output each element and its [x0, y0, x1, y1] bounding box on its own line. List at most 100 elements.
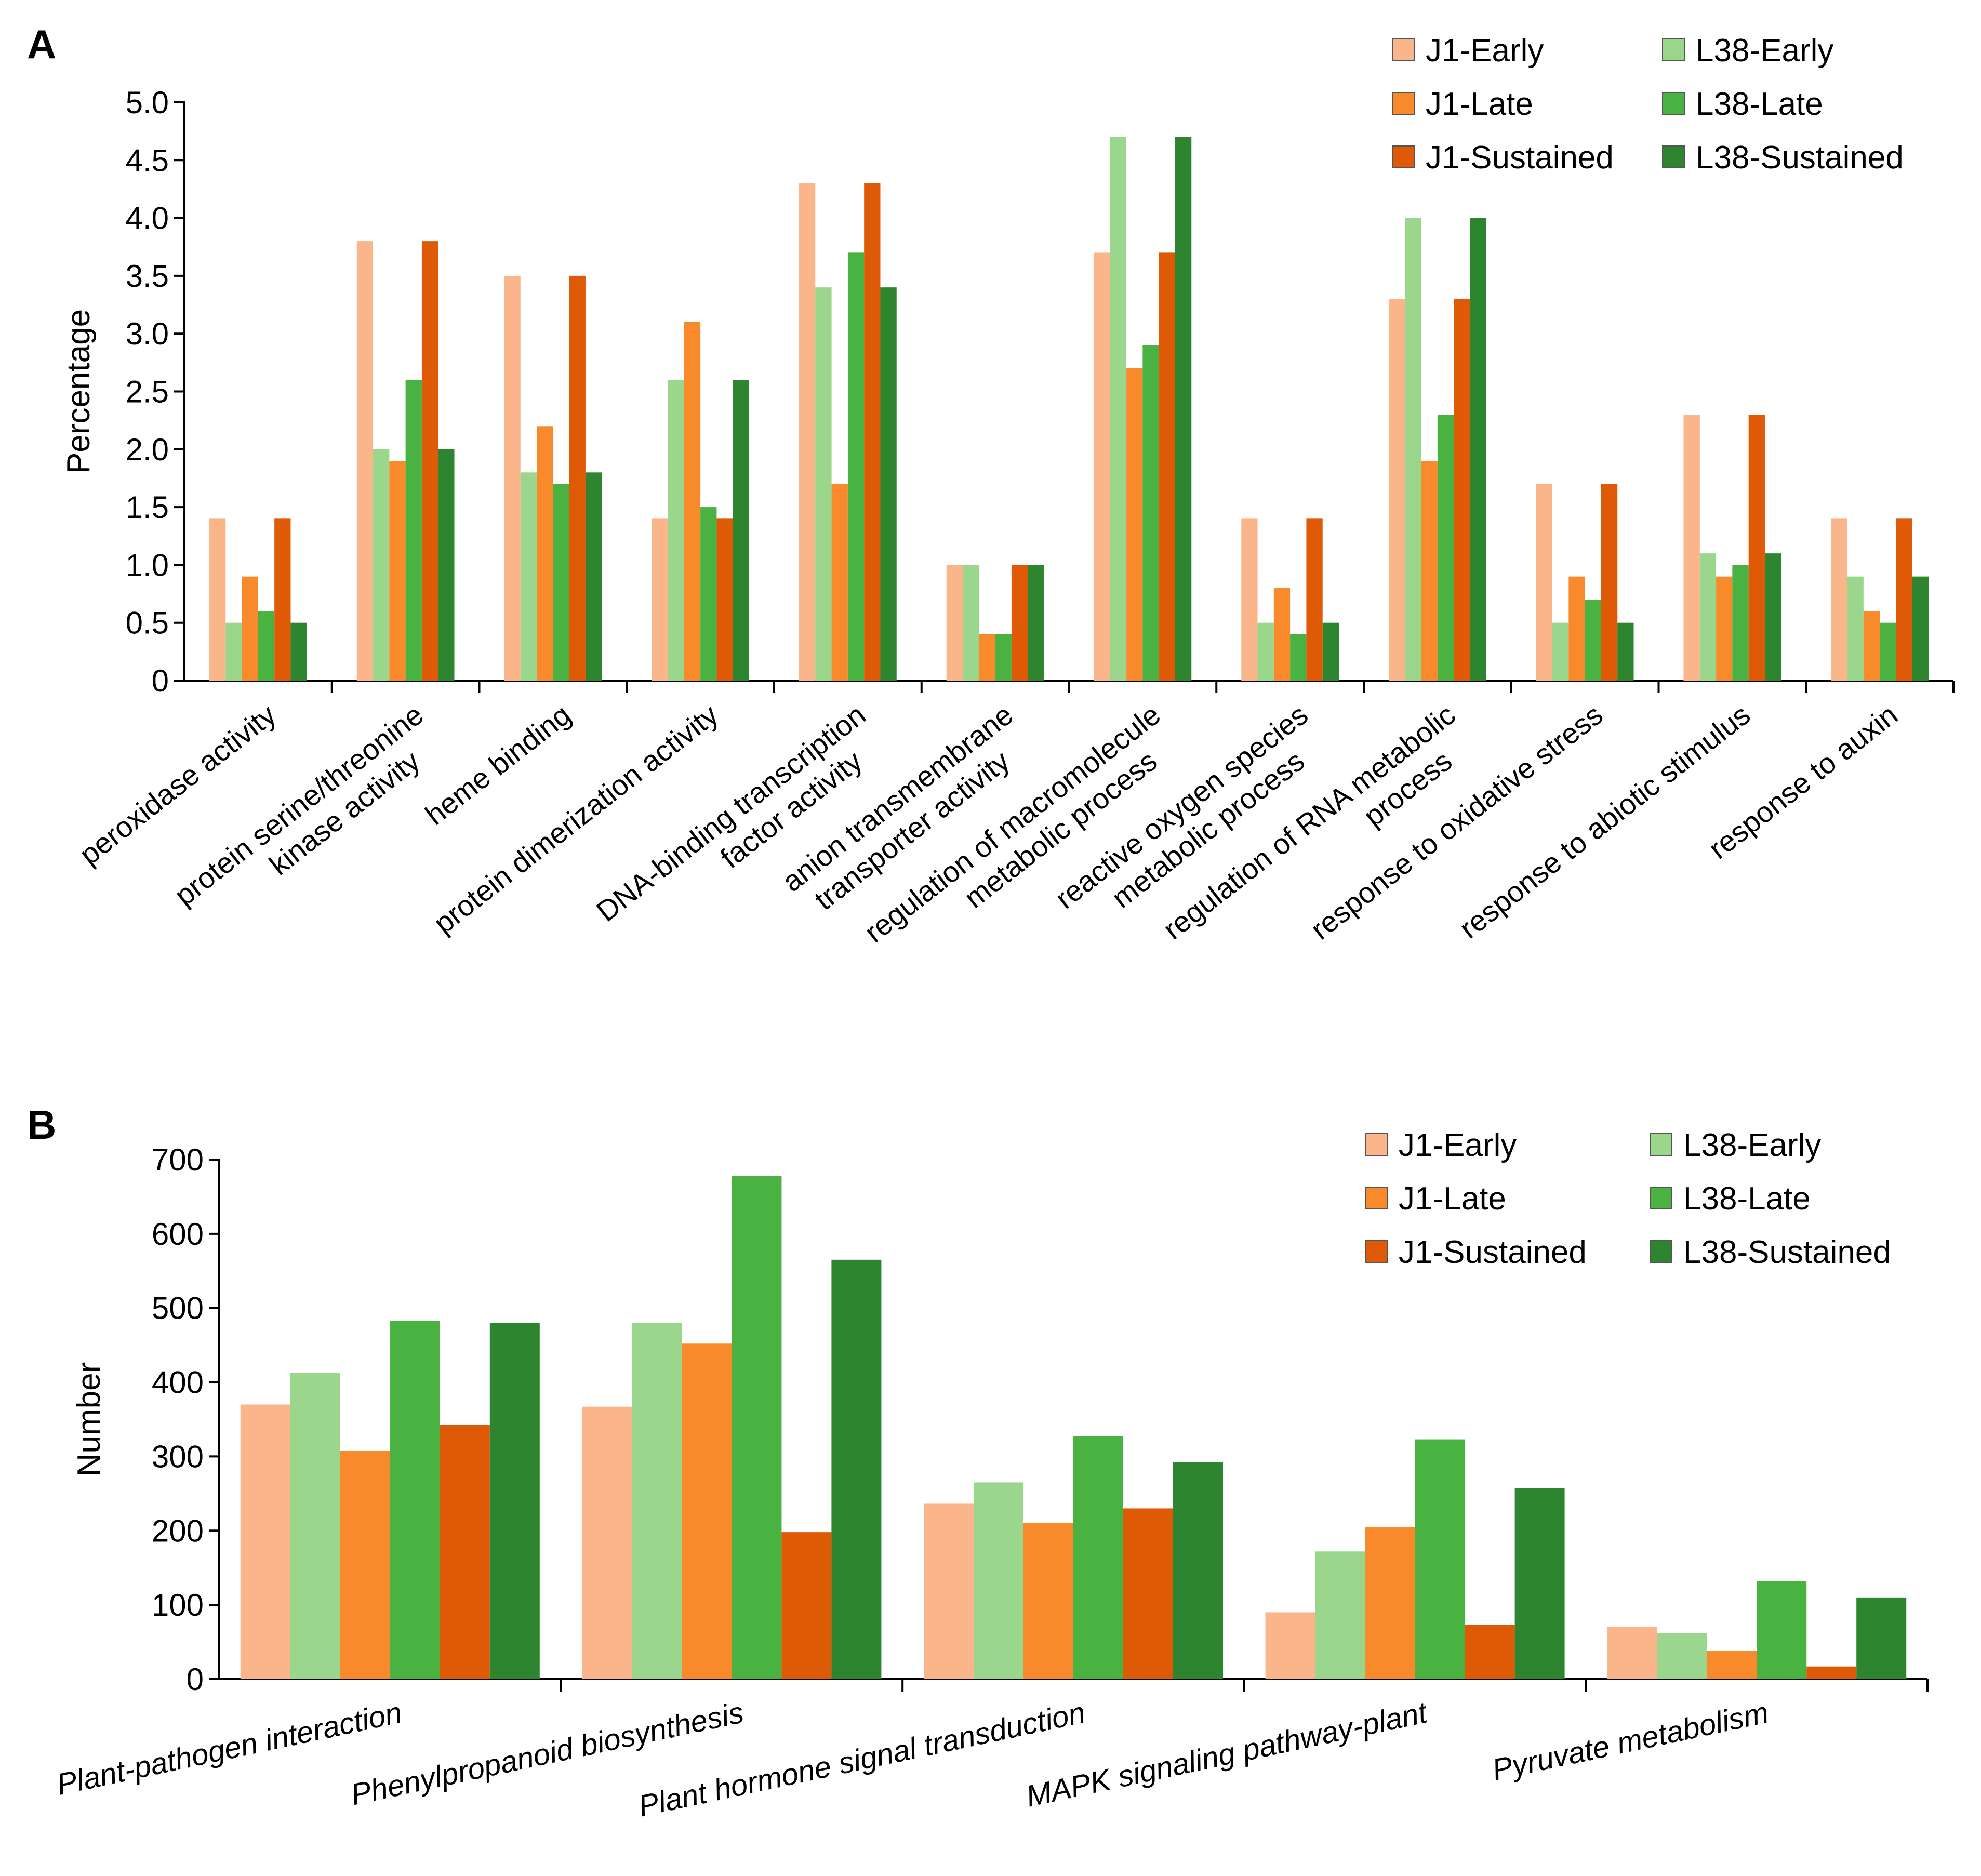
bar: [290, 622, 307, 681]
legend-label: L38-Late: [1696, 86, 1823, 122]
bar: [290, 1373, 340, 1679]
y-tick-label: 5.0: [126, 85, 169, 120]
bar: [1536, 484, 1553, 681]
bar: [421, 241, 438, 681]
bar: [489, 1323, 540, 1679]
y-tick-label: 1.0: [126, 548, 169, 582]
panel-letter: B: [27, 1102, 56, 1148]
y-tick-label: 1.5: [126, 490, 169, 525]
bar: [1831, 518, 1847, 681]
category-label-line: Pyruvate metabolism: [1489, 1696, 1771, 1787]
category-label-line: protein serine/threonine: [168, 698, 429, 912]
bar: [1585, 600, 1601, 681]
bar: [880, 287, 897, 681]
bar: [1863, 611, 1880, 681]
bar: [520, 472, 537, 681]
bar: [258, 611, 275, 681]
bar: [1415, 1439, 1465, 1679]
bar: [1011, 565, 1028, 681]
bar: [1514, 1488, 1565, 1679]
y-tick-label: 4.0: [126, 201, 169, 236]
legend-swatch: [1662, 92, 1685, 115]
bar: [1683, 415, 1700, 681]
bar: [1617, 622, 1634, 681]
bar: [585, 472, 602, 681]
legend-label: J1-Sustained: [1426, 140, 1614, 176]
bar: [974, 1482, 1023, 1679]
bar: [1707, 1651, 1757, 1679]
bar: [963, 565, 979, 681]
y-axis-title: Percentage: [61, 309, 97, 474]
bar: [1159, 252, 1175, 681]
bar: [1421, 461, 1438, 681]
bar: [1607, 1627, 1657, 1679]
bar: [1470, 218, 1486, 681]
bar: [682, 1343, 732, 1679]
bar: [1322, 622, 1339, 681]
bar: [684, 322, 701, 681]
bar: [356, 241, 374, 681]
category-label-line: response to oxidative stress: [1305, 698, 1609, 946]
bar: [781, 1532, 832, 1679]
bar: [1405, 218, 1421, 681]
bar: [440, 1425, 490, 1679]
legend-label: J1-Early: [1426, 33, 1544, 69]
y-tick-label: 500: [152, 1291, 204, 1326]
bar: [1847, 576, 1864, 681]
category-label: protein dimerization activity: [428, 698, 724, 939]
category-label-line: response to abiotic stimulus: [1453, 698, 1756, 944]
bar: [274, 518, 291, 681]
bar: [668, 380, 684, 681]
bar: [1175, 137, 1192, 681]
bar: [799, 183, 816, 681]
category-label: protein serine/threoninekinase activity: [168, 698, 450, 939]
bar: [1454, 299, 1470, 681]
bar: [1601, 484, 1618, 681]
y-tick-label: 0: [152, 663, 169, 698]
legend-swatch: [1650, 1187, 1672, 1209]
bar: [438, 449, 455, 681]
bar: [242, 576, 258, 681]
bar: [864, 183, 881, 681]
category-label: heme binding: [419, 698, 577, 831]
bar: [553, 484, 569, 681]
legend-swatch: [1392, 38, 1415, 61]
legend-label: J1-Late: [1399, 1181, 1506, 1217]
bar: [1265, 1612, 1315, 1679]
legend-label: L38-Early: [1683, 1127, 1821, 1163]
bar: [1273, 588, 1291, 681]
bar: [1437, 415, 1454, 681]
bar: [1173, 1462, 1223, 1679]
bar: [1699, 553, 1717, 681]
bar: [1465, 1625, 1515, 1679]
legend-swatch: [1650, 1133, 1672, 1156]
y-tick-label: 2.5: [126, 375, 169, 409]
bar: [1880, 622, 1896, 681]
panel-b-chart: B0100200300400500600700NumberPlant-patho…: [27, 1102, 1929, 1823]
bar: [652, 518, 668, 681]
bar: [1912, 576, 1929, 681]
legend-swatch: [1365, 1240, 1388, 1263]
bar: [1290, 634, 1307, 681]
bar: [1732, 565, 1749, 681]
legend-label: J1-Sustained: [1399, 1234, 1587, 1270]
legend-swatch: [1365, 1187, 1388, 1209]
bar: [582, 1406, 632, 1679]
bar: [1315, 1551, 1365, 1679]
bar: [1748, 415, 1765, 681]
bar: [1806, 1666, 1857, 1679]
y-tick-label: 400: [152, 1365, 204, 1400]
legend-label: L38-Late: [1683, 1181, 1811, 1217]
bar: [1126, 368, 1143, 681]
category-label-line: heme binding: [419, 698, 577, 831]
bar: [831, 484, 848, 681]
bar: [632, 1323, 682, 1679]
bar: [700, 507, 717, 681]
bar: [1568, 576, 1585, 681]
bar: [1306, 518, 1323, 681]
panel-a-chart: A 0 0.5 1.0 1.5 2.0 2.5 3.0 3.5 4.0 4.5 5.0 Percenta…: [27, 21, 1955, 949]
category-label: response to abiotic stimulus: [1453, 698, 1756, 944]
bar: [831, 1259, 882, 1679]
category-label: Pyruvate metabolism: [1489, 1696, 1771, 1787]
